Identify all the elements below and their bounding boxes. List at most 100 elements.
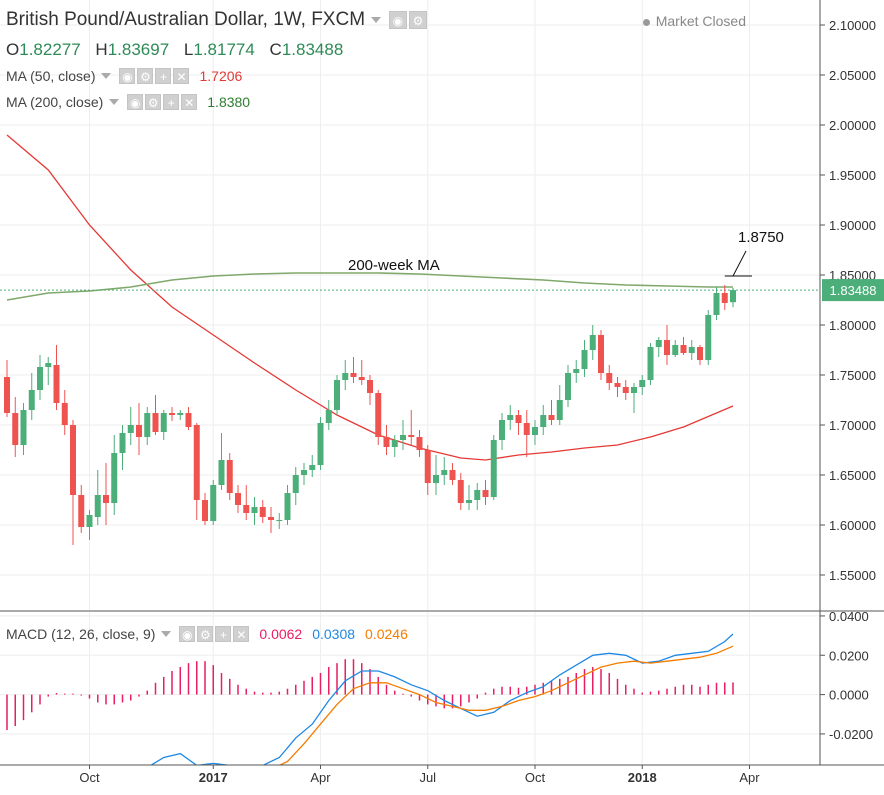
candle-body-up	[672, 345, 679, 355]
candle	[680, 337, 687, 355]
symbol-title: British Pound/Australian Dollar, 1W, FXC…	[6, 9, 429, 31]
ma200-dropdown-icon[interactable]	[109, 99, 120, 105]
price-tick-label: 1.75000	[829, 368, 876, 383]
ma50-label[interactable]: MA (50, close)	[6, 68, 96, 84]
candle-body-down	[185, 413, 192, 427]
candle	[589, 325, 596, 360]
ma50-value: 1.7206	[199, 68, 243, 84]
price-tick-label: 2.00000	[829, 118, 876, 133]
macd-tick-label: 0.0000	[829, 688, 869, 703]
ma200-add-icon[interactable]: +	[163, 94, 180, 110]
market-status-text: Market Closed	[655, 13, 746, 29]
candle-body-up	[639, 380, 646, 387]
candle-body-down	[243, 505, 250, 513]
high-label: H	[95, 40, 108, 59]
candle-body-down	[457, 480, 464, 503]
candle	[45, 357, 52, 385]
candle-body-up	[144, 413, 151, 437]
candle	[391, 435, 398, 457]
candle-body-down	[152, 413, 159, 432]
candle-body-down	[721, 293, 728, 303]
candle-body-up	[119, 433, 126, 453]
macd-close-icon[interactable]: ✕	[233, 626, 250, 642]
ma200-settings-icon[interactable]: ⚙	[145, 94, 162, 110]
candle-body-up	[730, 290, 736, 303]
macd-legend: MACD (12, 26, close, 9) ◉ ⚙ + ✕ 0.0062 0…	[6, 626, 408, 642]
candle	[37, 355, 43, 400]
ma50-settings-icon[interactable]: ⚙	[137, 68, 154, 84]
candle-body-down	[515, 415, 522, 423]
candle	[474, 483, 481, 510]
candle	[573, 360, 580, 383]
candle-body-up	[705, 315, 712, 360]
macd-label[interactable]: MACD (12, 26, close, 9)	[6, 626, 156, 642]
candle	[309, 455, 316, 477]
macd-add-icon[interactable]: +	[215, 626, 232, 642]
candle-body-up	[251, 507, 258, 513]
macd-dropdown-icon[interactable]	[161, 631, 172, 637]
candle-body-up	[20, 410, 27, 445]
ma50-add-icon[interactable]: +	[155, 68, 172, 84]
candle	[70, 420, 76, 545]
candle	[268, 507, 274, 533]
candle	[226, 453, 233, 500]
candle-body-up	[127, 425, 134, 433]
candle-body-up	[325, 410, 332, 423]
candle	[639, 375, 646, 395]
candle-body-up	[86, 515, 93, 527]
candle-body-down	[103, 495, 109, 503]
ma200-annotation: 200-week MA	[348, 257, 440, 274]
low-label: L	[183, 40, 194, 59]
candle	[284, 485, 291, 525]
ma50-eye-icon[interactable]: ◉	[119, 68, 136, 84]
settings-icon[interactable]: ⚙	[409, 11, 428, 29]
macd-eye-icon[interactable]: ◉	[179, 626, 196, 642]
candle-body-down	[235, 493, 241, 505]
candle	[276, 513, 283, 529]
macd-hist-value: 0.0062	[259, 626, 303, 642]
ma200-label[interactable]: MA (200, close)	[6, 94, 104, 110]
candle-body-up	[647, 347, 654, 380]
candle-body-down	[680, 345, 687, 353]
candle	[136, 403, 142, 455]
eye-icon[interactable]: ◉	[389, 11, 408, 29]
ma50-close-icon[interactable]: ✕	[173, 68, 190, 84]
candle-body-down	[358, 377, 365, 380]
candle-body-up	[284, 493, 291, 520]
candle	[507, 405, 514, 430]
price-tick-label: 1.80000	[829, 318, 876, 333]
candle	[598, 330, 604, 380]
ma50-legend: MA (50, close) ◉ ⚙ + ✕ 1.7206	[6, 68, 242, 84]
candle	[210, 480, 217, 525]
macd-panel	[6, 633, 734, 765]
candle-body-up	[391, 440, 398, 447]
candle	[301, 463, 307, 485]
ma50-dropdown-icon[interactable]	[101, 73, 112, 79]
candle-body-up	[292, 475, 299, 493]
ma200-value: 1.8380	[207, 94, 251, 110]
ma200-close-icon[interactable]: ✕	[181, 94, 198, 110]
candle-body-up	[400, 435, 406, 440]
price-tick-label: 1.70000	[829, 418, 876, 433]
time-tick-label: Oct	[79, 770, 100, 785]
macd-settings-icon[interactable]: ⚙	[197, 626, 214, 642]
candle	[12, 397, 19, 457]
symbol-dropdown-icon[interactable]	[371, 17, 382, 23]
candle	[433, 455, 439, 495]
price-tick-label: 1.90000	[829, 218, 876, 233]
candle	[548, 400, 555, 425]
price-tick-label: 1.60000	[829, 518, 876, 533]
candle	[614, 377, 621, 397]
candle	[259, 500, 266, 523]
time-tick-label: Apr	[739, 770, 760, 785]
ma200-eye-icon[interactable]: ◉	[127, 94, 144, 110]
candle	[672, 340, 679, 357]
candle	[424, 445, 431, 495]
macd-tick-label: 0.0400	[829, 609, 869, 624]
last-price-badge: 1.83488	[822, 279, 884, 302]
candle-body-up	[688, 347, 695, 353]
candle	[713, 287, 720, 320]
